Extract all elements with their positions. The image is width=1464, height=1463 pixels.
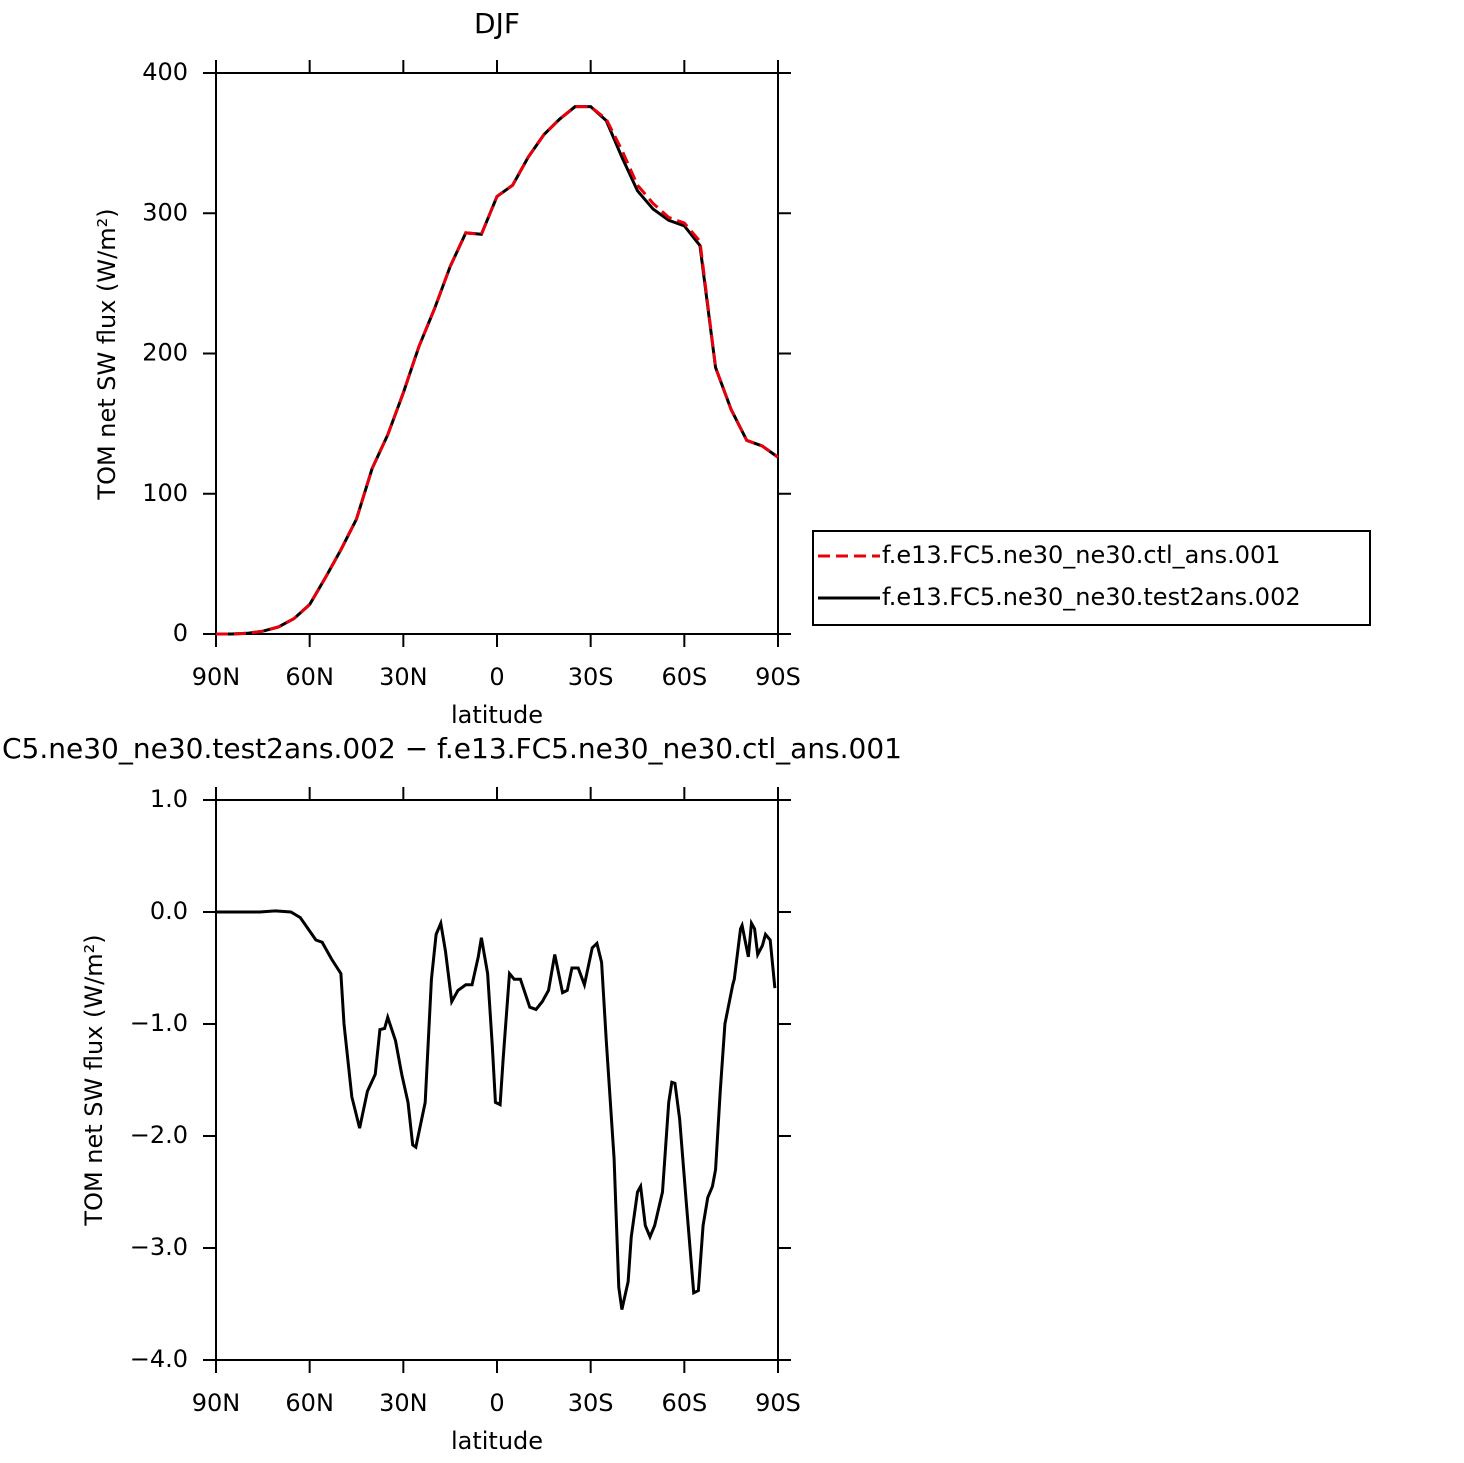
x-tick-label: 60S [661,663,707,691]
x-tick-label: 60N [285,1389,334,1417]
x-tick-label: 0 [489,1389,504,1417]
chart-title: DJF [474,7,520,40]
data-line [216,909,777,1310]
x-tick-label: 30N [379,1389,428,1417]
y-tick-label: −1.0 [130,1009,188,1037]
y-tick-label: 0.0 [150,897,188,925]
y-tick-label: 400 [142,58,188,86]
x-tick-label: 30N [379,663,428,691]
legend-box [812,530,1371,626]
y-axis-label: TOM net SW flux (W/m²) [93,208,121,500]
y-tick-label: 0 [173,619,188,647]
x-tick-label: 90N [192,663,241,691]
x-tick-label: 0 [489,663,504,691]
legend-label: f.e13.FC5.ne30_ne30.test2ans.002 [882,583,1301,611]
y-axis-label: TOM net SW flux (W/m²) [80,934,108,1226]
plot-frame [215,72,779,635]
y-tick-label: 200 [142,339,188,367]
y-tick-label: 300 [142,198,188,226]
chart-title: C5.ne30_ne30.test2ans.002 − f.e13.FC5.ne… [2,732,902,765]
y-tick-label: −4.0 [130,1345,188,1373]
x-tick-label: 60N [285,663,334,691]
x-tick-label: 30S [568,1389,614,1417]
y-tick-label: 100 [142,479,188,507]
data-line [216,105,779,636]
x-axis-label: latitude [451,1427,543,1455]
x-tick-label: 60S [661,1389,707,1417]
y-tick-label: −2.0 [130,1121,188,1149]
y-tick-label: 1.0 [150,785,188,813]
legend-label: f.e13.FC5.ne30_ne30.ctl_ans.001 [882,541,1281,569]
x-tick-label: 90S [755,663,801,691]
x-axis-label: latitude [451,701,543,729]
x-tick-label: 30S [568,663,614,691]
data-line [216,105,779,636]
y-tick-label: −3.0 [130,1233,188,1261]
x-tick-label: 90N [192,1389,241,1417]
x-tick-label: 90S [755,1389,801,1417]
